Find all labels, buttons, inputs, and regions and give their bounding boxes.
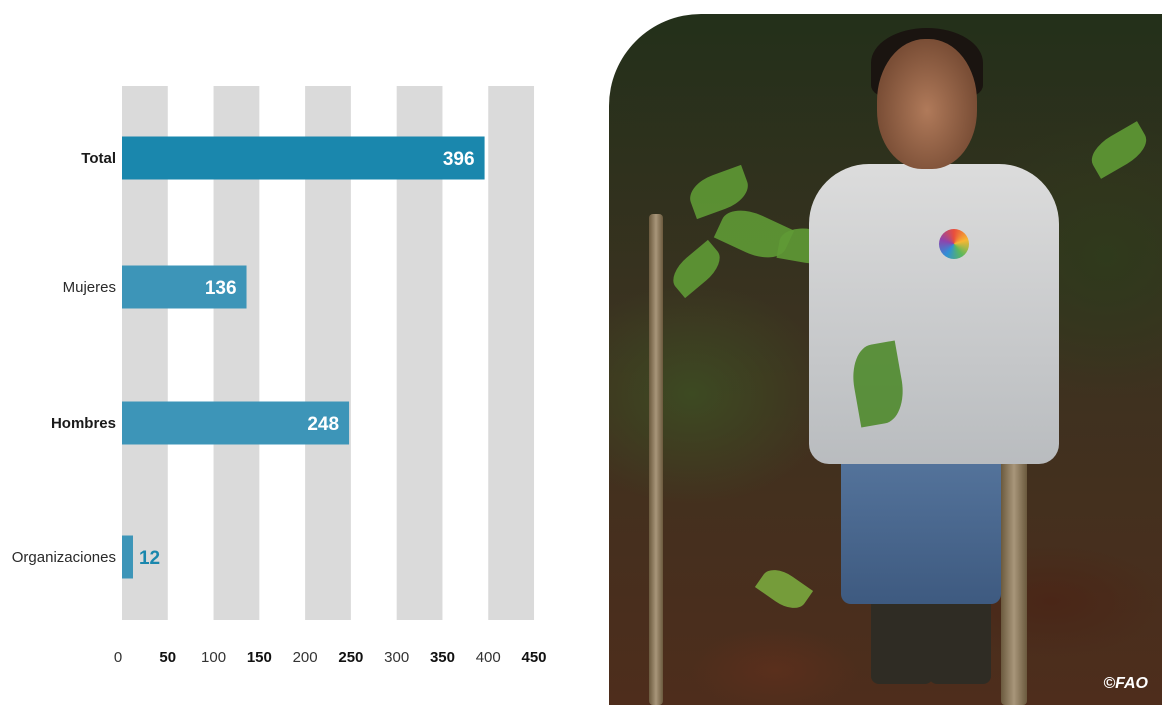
tick-label-250: 250 — [338, 649, 363, 666]
category-label-organizaciones: Organizaciones — [12, 549, 116, 566]
tick-label-400: 400 — [476, 649, 501, 666]
tick-label-100: 100 — [201, 649, 226, 666]
bar-organizaciones — [122, 535, 133, 579]
value-labels: 396 136 248 12 — [139, 149, 475, 569]
bar-mujeres — [122, 265, 247, 309]
photo-credit: ©FAO — [1103, 675, 1148, 692]
tick-label-0: 0 — [114, 649, 122, 666]
value-label-organizaciones: 12 — [139, 548, 160, 569]
category-label-total: Total — [81, 150, 116, 167]
category-labels: Total Mujeres Hombres Organizaciones — [12, 150, 116, 566]
photo-woman-forest: ©FAO — [609, 14, 1162, 705]
value-label-mujeres: 136 — [205, 278, 237, 299]
bars — [122, 136, 485, 579]
value-label-total: 396 — [443, 149, 475, 170]
bar-chart: Total Mujeres Hombres Organizaciones 396 136… — [12, 86, 547, 666]
tick-label-300: 300 — [384, 649, 409, 666]
tick-label-450: 450 — [522, 649, 547, 666]
tick-label-350: 350 — [430, 649, 455, 666]
x-axis-ticks: 0 50 100 150 200 250 300 350 400 450 — [114, 649, 547, 666]
tick-label-150: 150 — [247, 649, 272, 666]
value-label-hombres: 248 — [307, 414, 339, 435]
bar-hombres — [122, 401, 350, 445]
category-label-hombres: Hombres — [51, 415, 116, 432]
category-label-mujeres: Mujeres — [63, 279, 116, 296]
bar-total — [122, 136, 485, 180]
tick-label-200: 200 — [293, 649, 318, 666]
tick-label-50: 50 — [159, 649, 176, 666]
grid-band-400-450 — [488, 86, 535, 620]
